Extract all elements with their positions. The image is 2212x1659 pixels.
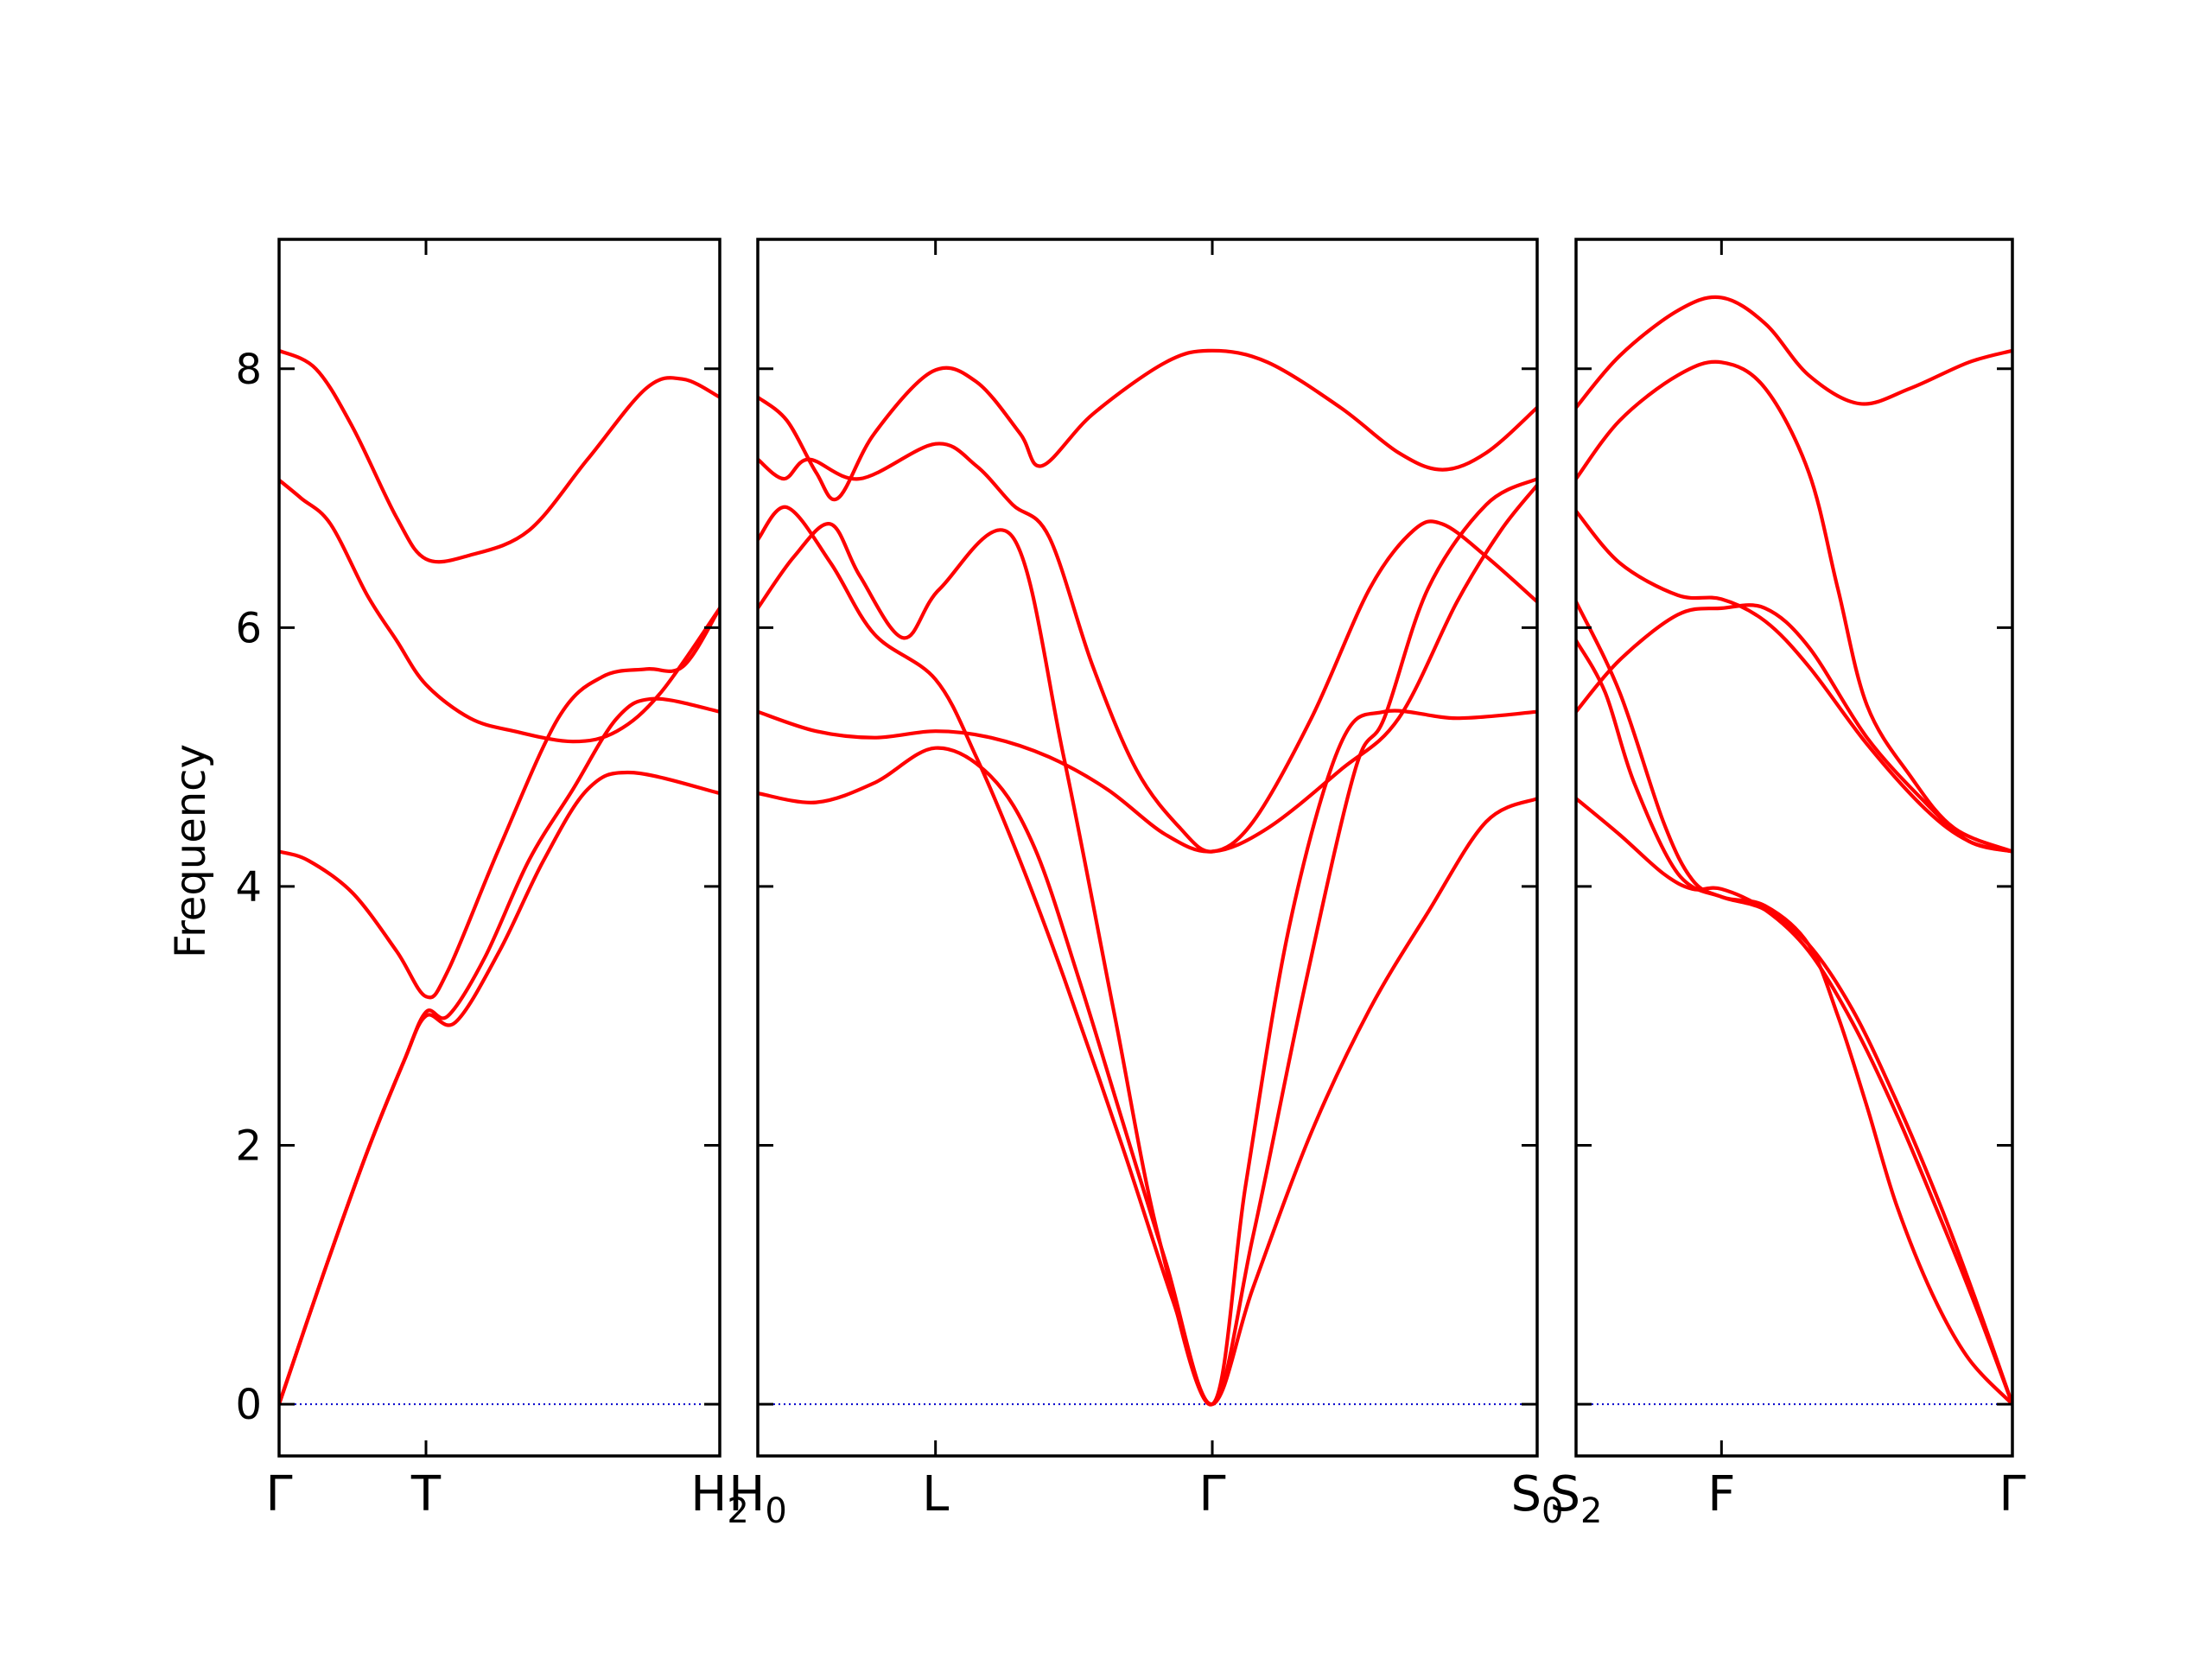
band-line-3 bbox=[279, 606, 720, 1000]
y-tick-label: 2 bbox=[235, 1122, 262, 1171]
band-line-7 bbox=[1576, 639, 2012, 1407]
q-point-label: S2 bbox=[1550, 1466, 1603, 1531]
band-line-2 bbox=[1576, 359, 2012, 854]
y-tick-label: 6 bbox=[235, 604, 262, 652]
band-line-1 bbox=[1576, 295, 2012, 410]
band-line-5 bbox=[1576, 600, 2012, 1407]
q-point-subscript: 2 bbox=[1580, 1491, 1602, 1531]
band-curves bbox=[279, 348, 720, 1407]
band-line-6 bbox=[758, 477, 1537, 1407]
band-line-5 bbox=[279, 770, 720, 1407]
band-line-2 bbox=[758, 442, 1537, 854]
band-line-4 bbox=[1576, 603, 2012, 854]
q-point-subscript: 0 bbox=[1541, 1491, 1563, 1531]
y-axis-label: Frequency bbox=[167, 744, 215, 958]
y-tick-label: 8 bbox=[235, 346, 262, 394]
panel-3: S2 F Γ bbox=[1550, 238, 2026, 1531]
band-line-1 bbox=[279, 348, 720, 564]
q-point-label: F bbox=[1707, 1466, 1735, 1522]
band-line-3 bbox=[758, 505, 1537, 1407]
q-point-subscript: 2 bbox=[727, 1491, 748, 1531]
band-curves bbox=[1576, 295, 2012, 1407]
y-tick-label: 0 bbox=[235, 1381, 262, 1429]
q-point-label: H0 bbox=[728, 1466, 787, 1531]
band-line-2 bbox=[279, 478, 720, 744]
panel-frame bbox=[1574, 238, 2014, 1458]
band-line-5 bbox=[758, 483, 1537, 854]
panel-frame bbox=[277, 238, 721, 1458]
band-line-4 bbox=[279, 696, 720, 1407]
q-point-label: L bbox=[922, 1466, 949, 1522]
band-line-1 bbox=[758, 348, 1537, 502]
panel-frame bbox=[756, 238, 1539, 1458]
band-line-6 bbox=[1576, 797, 2012, 1407]
q-point-label: Γ bbox=[1999, 1466, 2025, 1522]
q-point-label: T bbox=[410, 1466, 442, 1522]
panel-1: 0 2 4 6 8 Γ T H2 bbox=[235, 238, 749, 1531]
band-curves bbox=[758, 348, 1537, 1407]
band-line-3 bbox=[1576, 509, 2012, 854]
q-point-label: H2 bbox=[690, 1466, 749, 1531]
q-point-label: Γ bbox=[265, 1466, 292, 1522]
panel-2: H0 L Γ S0 bbox=[728, 238, 1564, 1531]
band-line-4 bbox=[758, 522, 1537, 1407]
y-tick-label: 4 bbox=[235, 863, 262, 912]
q-point-subscript: 0 bbox=[765, 1491, 786, 1531]
q-point-label: Γ bbox=[1198, 1466, 1225, 1522]
